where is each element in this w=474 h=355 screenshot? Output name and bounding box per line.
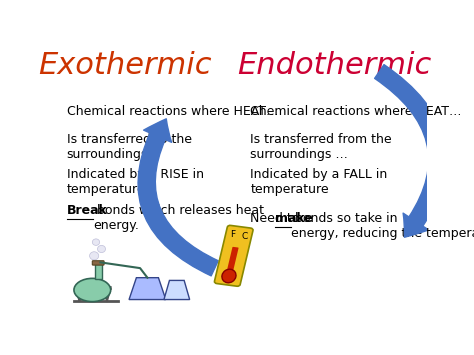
Text: Indicated by a RISE in
temperature: Indicated by a RISE in temperature (66, 168, 204, 196)
Text: C: C (241, 232, 247, 241)
Text: Break: Break (66, 204, 108, 217)
Ellipse shape (98, 245, 106, 253)
FancyArrowPatch shape (138, 119, 218, 276)
Text: Endothermic: Endothermic (237, 51, 432, 80)
Text: F: F (230, 230, 236, 239)
Polygon shape (164, 280, 190, 300)
Text: bonds so take in
energy, reducing the temperature.: bonds so take in energy, reducing the te… (291, 212, 474, 240)
Text: bonds which releases heat
energy.: bonds which releases heat energy. (93, 204, 264, 232)
Text: Chemical reactions where HEAT…: Chemical reactions where HEAT… (66, 105, 278, 119)
FancyBboxPatch shape (95, 264, 102, 279)
FancyArrowPatch shape (374, 65, 446, 237)
Ellipse shape (222, 269, 236, 283)
Ellipse shape (74, 278, 110, 302)
FancyBboxPatch shape (214, 225, 253, 286)
Ellipse shape (92, 239, 100, 245)
FancyBboxPatch shape (92, 261, 104, 265)
Text: Chemical reactions where HEAT…: Chemical reactions where HEAT… (250, 105, 462, 119)
Polygon shape (129, 278, 166, 300)
Text: Indicated by a FALL in
temperature: Indicated by a FALL in temperature (250, 168, 388, 196)
Text: Need to: Need to (250, 212, 304, 225)
Text: Is transferred to the
surroundings…: Is transferred to the surroundings… (66, 133, 191, 161)
Text: make: make (275, 212, 313, 225)
FancyBboxPatch shape (227, 247, 238, 273)
Ellipse shape (90, 252, 99, 260)
Text: Exothermic: Exothermic (38, 51, 212, 80)
Text: Is transferred from the
surroundings …: Is transferred from the surroundings … (250, 133, 392, 161)
